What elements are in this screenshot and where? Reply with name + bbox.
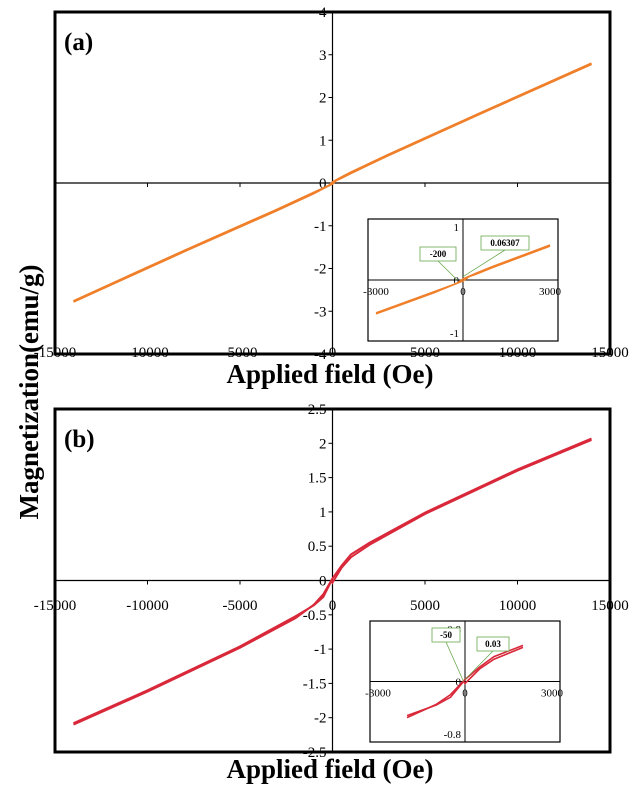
x-tick-label: 15000 xyxy=(591,345,629,361)
y-tick-label: 1 xyxy=(319,133,327,149)
x-tick-label: 5000 xyxy=(410,345,440,361)
inset-plot: -3000 0 3000 1 0 -1 -200 0.06307 xyxy=(363,218,562,342)
panel-a: 4 3 2 1 0 -1 -2 -3 -4 -15000 -10000 -5000 0 5000 10000… xyxy=(34,5,629,389)
series-line-2 xyxy=(73,63,592,302)
inset-series-line-2 xyxy=(375,245,551,314)
inset-x-tick-label: 0 xyxy=(462,688,468,700)
x-tick-label: 0 xyxy=(329,598,337,614)
x-tick-label: 15000 xyxy=(591,598,629,614)
inset-series-line-2 xyxy=(406,646,524,717)
annotation-leader xyxy=(464,650,494,680)
panel-b: 2.521.510.50-0.5-1-1.5-2-2.5-15000 -10000… xyxy=(34,402,629,784)
y-tick-label: -0.5 xyxy=(303,608,327,624)
y-tick-label: -1 xyxy=(314,642,327,658)
annotation-label: 0.03 xyxy=(485,639,501,649)
y-tick-label: -2 xyxy=(314,711,327,727)
inset-y-tick-label: 0 xyxy=(456,677,462,689)
y-tick-label: -2.5 xyxy=(303,745,327,761)
y-tick-label: 0 xyxy=(319,176,327,192)
annotation-box xyxy=(431,627,461,643)
x-tick-label: -5000 xyxy=(223,598,258,614)
inset-x-tick-label: 0 xyxy=(460,286,466,298)
annotation-box xyxy=(476,636,510,652)
x-tick-label: 10000 xyxy=(499,345,537,361)
y-tick-label: 1.5 xyxy=(308,471,327,487)
y-tick-label: -2 xyxy=(314,262,327,278)
x-axis-label: Applied field (Oe) xyxy=(227,359,434,389)
annotation-box xyxy=(480,235,530,251)
inset-y-tick-label: -1 xyxy=(450,328,459,340)
annotation-label: -200 xyxy=(430,249,447,259)
y-tick-label: 0.5 xyxy=(308,539,327,555)
series-line-1 xyxy=(73,437,592,726)
y-axis-label: Magnetization(emu/g) xyxy=(14,265,44,520)
annotation-leader xyxy=(437,260,458,281)
x-tick-label: -5000 xyxy=(223,345,258,361)
annotation-leader xyxy=(462,249,506,277)
annotation-box xyxy=(419,246,457,262)
inset-y-tick-label: -0.8 xyxy=(444,729,462,741)
annotation-label: 0.06307 xyxy=(490,238,520,248)
annotation-leader xyxy=(445,641,464,682)
x-tick-label: -15000 xyxy=(34,598,77,614)
inset-y-tick-label: 1 xyxy=(454,222,460,234)
y-tick-label: 3 xyxy=(319,48,327,64)
x-tick-label: 0 xyxy=(329,345,337,361)
y-tick-label: -4 xyxy=(314,347,327,363)
x-tick-label: -10000 xyxy=(126,345,169,361)
inset-x-tick-label: 3000 xyxy=(541,688,564,700)
inset-y-tick-label: 0 xyxy=(454,275,460,287)
y-tick-label: 2 xyxy=(319,91,327,107)
y-tick-label: -1 xyxy=(314,219,327,235)
x-tick-label: 10000 xyxy=(499,598,537,614)
y-tick-label: 1 xyxy=(319,505,327,521)
inset-x-tick-label: 3000 xyxy=(539,286,562,298)
y-tick-label: 2 xyxy=(319,436,327,452)
y-tick-label: -3 xyxy=(314,304,327,320)
x-tick-label: -10000 xyxy=(126,598,169,614)
inset-x-tick-label: -3000 xyxy=(363,286,389,298)
x-tick-label: -15000 xyxy=(34,345,77,361)
series-line-2 xyxy=(73,438,592,725)
inset-x-tick-label: -3000 xyxy=(365,688,391,700)
y-tick-label: 0 xyxy=(319,574,327,590)
annotation-label: -50 xyxy=(440,630,452,640)
x-axis-label: Applied field (Oe) xyxy=(227,754,434,784)
y-tick-label: -1.5 xyxy=(303,676,327,692)
y-tick-label: 2.5 xyxy=(308,402,327,418)
panel-label: (a) xyxy=(64,29,93,56)
panel-label: (b) xyxy=(64,426,95,453)
y-tick-label: 4 xyxy=(319,5,327,21)
x-tick-label: 5000 xyxy=(410,598,440,614)
inset-series-line-1 xyxy=(375,244,551,315)
